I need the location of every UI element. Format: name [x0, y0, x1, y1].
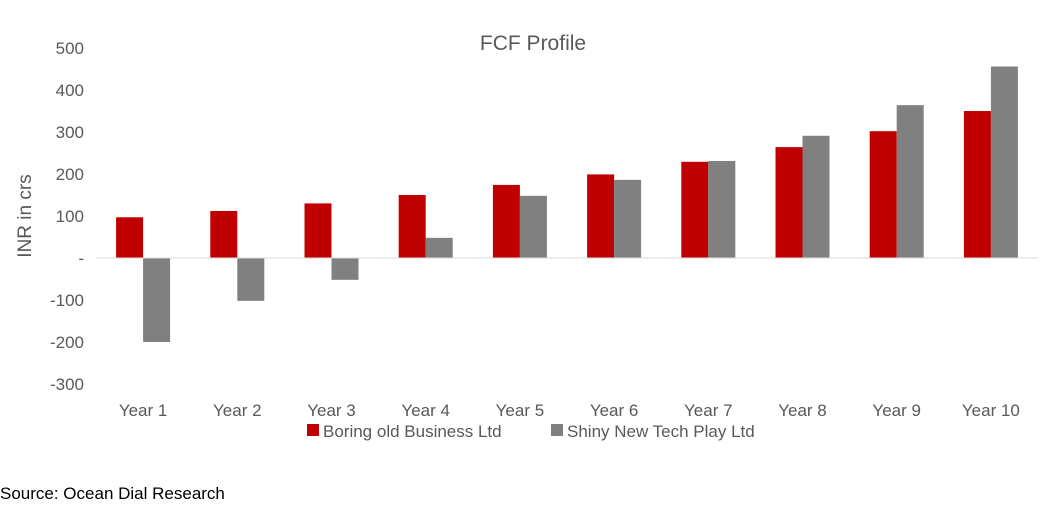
bar-boring-old-business-9	[869, 131, 897, 258]
bar-shiny-new-tech-2	[237, 258, 265, 301]
y-tick-label: -300	[50, 375, 84, 394]
bar-boring-old-business-2	[210, 210, 238, 258]
x-tick-label: Year 7	[684, 401, 733, 420]
chart-area: FCF Profile INR in crs 500 400 300 200 100 - -…	[15, 32, 1038, 441]
bar-boring-old-business-10	[963, 111, 991, 258]
y-axis-title: INR in crs	[15, 174, 36, 257]
x-tick-label: Year 1	[119, 401, 168, 420]
y-tick-label: 500	[56, 39, 84, 58]
x-tick-label: Year 6	[590, 401, 639, 420]
x-tick-label: Year 9	[872, 401, 921, 420]
legend-label: Boring old Business Ltd	[323, 422, 502, 441]
bar-shiny-new-tech-3	[331, 258, 359, 280]
legend-swatch	[307, 424, 319, 436]
bar-shiny-new-tech-4	[425, 237, 453, 258]
y-tick-label: 300	[56, 123, 84, 142]
bar-boring-old-business-4	[398, 195, 426, 258]
x-tick-label: Year 3	[307, 401, 356, 420]
y-tick-label: 400	[56, 81, 84, 100]
bar-shiny-new-tech-1	[143, 258, 171, 342]
bar-shiny-new-tech-5	[519, 195, 547, 258]
x-axis-ticks: Year 1 Year 2 Year 3 Year 4 Year 5 Year 6 Year…	[119, 401, 1020, 420]
bar-shiny-new-tech-7	[708, 160, 736, 258]
bar-boring-old-business-5	[492, 184, 520, 258]
bar-boring-old-business-6	[587, 174, 615, 258]
bar-boring-old-business-1	[116, 217, 144, 258]
fcf-bar-chart: FCF Profile INR in crs 500 400 300 200 100 - -…	[15, 32, 1038, 441]
source-note: Source: Ocean Dial Research	[0, 484, 225, 503]
bar-shiny-new-tech-10	[990, 66, 1018, 258]
x-tick-label: Year 2	[213, 401, 262, 420]
bar-boring-old-business-3	[304, 203, 332, 258]
x-tick-label: Year 8	[778, 401, 827, 420]
bar-boring-old-business-8	[775, 147, 803, 258]
bar-shiny-new-tech-6	[614, 179, 642, 258]
y-tick-label: 200	[56, 165, 84, 184]
chart-title: FCF Profile	[480, 32, 586, 55]
x-tick-label: Year 4	[401, 401, 450, 420]
x-tick-label: Year 5	[496, 401, 545, 420]
bar-series	[116, 66, 1018, 342]
y-tick-label: -	[78, 249, 84, 268]
y-tick-label: -100	[50, 291, 84, 310]
bar-shiny-new-tech-9	[896, 105, 924, 259]
legend-label: Shiny New Tech Play Ltd	[567, 422, 755, 441]
bar-shiny-new-tech-8	[802, 135, 830, 258]
y-axis-ticks: 500 400 300 200 100 - -100 -200 -300	[50, 39, 84, 394]
legend-swatch	[551, 424, 563, 436]
bar-boring-old-business-7	[681, 161, 709, 258]
y-tick-label: 100	[56, 207, 84, 226]
y-tick-label: -200	[50, 333, 84, 352]
legend: Boring old Business Ltd Shiny New Tech Pl…	[307, 422, 755, 441]
x-tick-label: Year 10	[962, 401, 1020, 420]
